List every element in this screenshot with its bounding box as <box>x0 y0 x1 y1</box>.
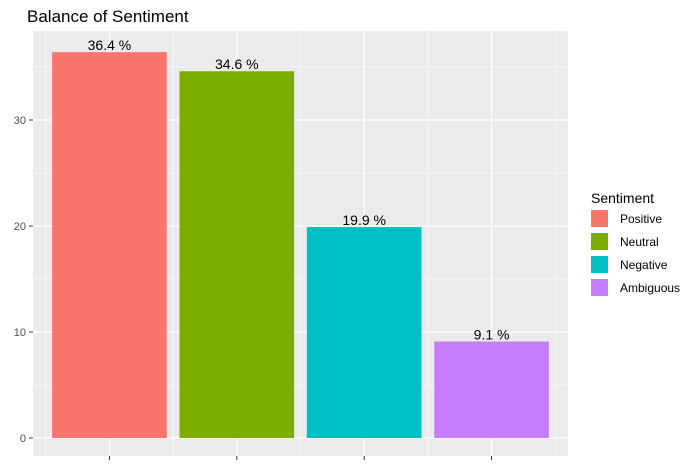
legend-key-negative <box>591 256 608 273</box>
chart-title: Balance of Sentiment <box>27 7 189 26</box>
bar-ambiguous <box>434 341 549 438</box>
legend-label-ambiguous: Ambiguous <box>620 281 680 295</box>
data-labels: 36.4 % 34.6 % 19.9 % 9.1 % <box>88 37 510 342</box>
legend-label-neutral: Neutral <box>620 235 659 249</box>
bar-positive <box>52 52 167 438</box>
y-axis: 0 10 20 30 <box>14 115 33 445</box>
bars <box>52 52 549 439</box>
legend-label-negative: Negative <box>620 258 668 272</box>
data-label-positive: 36.4 % <box>88 37 132 53</box>
legend-label-positive: Positive <box>620 212 662 226</box>
data-label-ambiguous: 9.1 % <box>474 327 510 343</box>
y-tick-label-10: 10 <box>14 327 26 339</box>
legend: Sentiment Positive Neutral Negative Ambiguo… <box>591 190 680 296</box>
bar-neutral <box>179 71 295 439</box>
legend-key-neutral <box>591 233 608 250</box>
data-label-negative: 19.9 % <box>342 212 386 228</box>
bar-negative <box>306 227 422 438</box>
legend-key-positive <box>591 210 608 227</box>
legend-key-ambiguous <box>591 279 608 296</box>
legend-entries: Positive Neutral Negative Ambiguous <box>591 210 680 296</box>
data-label-neutral: 34.6 % <box>215 56 259 72</box>
y-tick-label-30: 30 <box>14 115 26 127</box>
x-axis <box>108 456 493 460</box>
y-tick-label-0: 0 <box>20 433 26 445</box>
legend-title: Sentiment <box>591 190 654 206</box>
y-tick-label-20: 20 <box>14 221 26 233</box>
